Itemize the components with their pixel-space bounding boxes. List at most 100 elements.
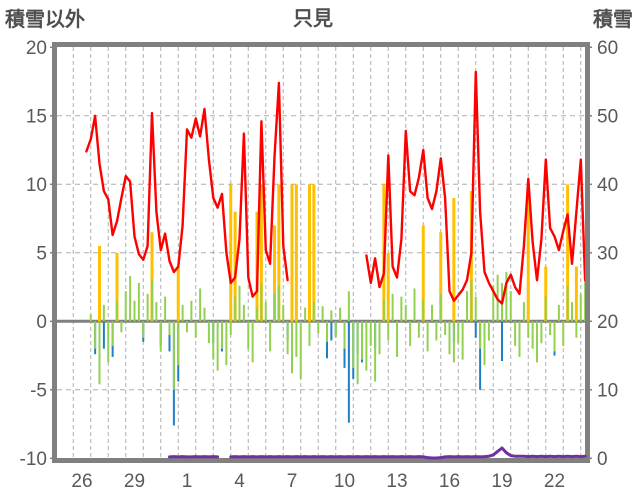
blue-bar: [330, 321, 333, 341]
green-bar: [277, 285, 280, 322]
right-axis-title: 積雪: [593, 8, 633, 31]
yellow-bar: [308, 184, 311, 322]
green-bar: [461, 321, 464, 360]
green-bar: [575, 321, 578, 338]
left-tick-label: -10: [20, 449, 47, 470]
purple-line: [168, 446, 587, 460]
frame-layer: [50, 42, 592, 463]
right-tick-label: 20: [597, 312, 618, 333]
green-bar: [146, 293, 149, 322]
green-bar: [89, 314, 92, 322]
series-layer: [85, 70, 585, 426]
yellow-bar: [294, 184, 298, 322]
left-axis-title: 積雪以外: [5, 7, 85, 31]
green-bar: [579, 293, 582, 322]
green-bar: [181, 304, 184, 322]
green-bar: [391, 293, 394, 322]
green-bar: [339, 307, 342, 322]
blue-bar: [479, 321, 482, 390]
green-bar: [129, 276, 132, 322]
green-bar: [168, 321, 171, 335]
green-bar: [470, 280, 473, 322]
yellow-bar: [273, 225, 276, 322]
green-bar: [137, 282, 140, 322]
green-bar: [483, 321, 486, 366]
green-bar: [159, 321, 162, 352]
yellow-bar: [233, 211, 237, 322]
green-bar: [382, 299, 385, 322]
left-tick-label: 20: [26, 38, 47, 59]
green-bar: [212, 321, 215, 360]
green-bar: [487, 321, 490, 341]
green-bar: [172, 321, 175, 390]
green-bar: [251, 321, 254, 363]
green-bar: [207, 321, 210, 344]
green-bar: [260, 282, 263, 322]
yellow-bar: [98, 245, 101, 322]
chart-title: 只見: [293, 7, 333, 30]
x-tick-label: 13: [386, 471, 407, 492]
green-bar: [238, 285, 241, 322]
green-bar: [431, 304, 433, 322]
green-bar: [356, 321, 359, 385]
green-bar: [273, 293, 276, 322]
green-bar: [225, 321, 228, 366]
green-bar: [120, 321, 123, 333]
green-bar: [531, 321, 534, 349]
yellow-bar: [176, 266, 180, 322]
green-bar: [312, 302, 315, 322]
yellow-bar: [439, 232, 443, 322]
green-bar: [466, 291, 468, 322]
green-bar: [404, 304, 407, 322]
green-bar: [203, 307, 206, 322]
yellow-bar: [574, 266, 578, 322]
yellow-bar: [150, 232, 154, 322]
yellow-bar: [312, 184, 316, 322]
green-bar: [514, 321, 517, 346]
green-bar: [291, 321, 293, 374]
blue-bar: [501, 321, 503, 362]
green-bar: [374, 321, 377, 382]
green-bar: [422, 299, 425, 322]
green-bar: [566, 285, 569, 322]
green-bar: [216, 321, 219, 371]
green-bar: [304, 307, 307, 322]
green-bar: [186, 321, 188, 333]
green-bar: [457, 321, 460, 344]
green-bar: [295, 321, 298, 357]
yellow-bar: [566, 184, 570, 322]
grid-layer: [57, 47, 585, 458]
green-bar: [98, 321, 101, 385]
green-bar: [286, 321, 289, 355]
green-bar: [435, 321, 438, 341]
green-bar: [330, 310, 333, 322]
green-bar: [571, 302, 573, 322]
left-tick-label: 0: [36, 312, 47, 333]
yellow-bar: [544, 266, 548, 322]
green-bar: [396, 321, 398, 357]
green-bar: [448, 321, 451, 355]
green-bar: [347, 291, 350, 322]
green-bar: [326, 321, 328, 342]
right-tick-label: 30: [597, 243, 618, 264]
blue-bar: [347, 321, 350, 423]
yellow-bar: [452, 198, 456, 322]
blue-bar: [168, 321, 171, 352]
green-bar: [352, 321, 355, 368]
green-bar: [553, 321, 556, 352]
green-bar: [269, 321, 272, 352]
green-bar: [317, 321, 320, 334]
green-bar: [527, 321, 530, 338]
x-tick-label: 10: [334, 471, 355, 492]
green-bar: [365, 321, 368, 371]
left-tick-label: 10: [26, 175, 47, 196]
yellow-bar: [290, 184, 294, 322]
x-tick-label: 22: [544, 471, 565, 492]
green-bar: [562, 321, 565, 346]
red-line: [85, 70, 585, 305]
green-bar: [557, 304, 560, 322]
green-bar: [509, 291, 512, 322]
green-bar: [151, 278, 153, 322]
right-tick-label: 40: [597, 175, 618, 196]
